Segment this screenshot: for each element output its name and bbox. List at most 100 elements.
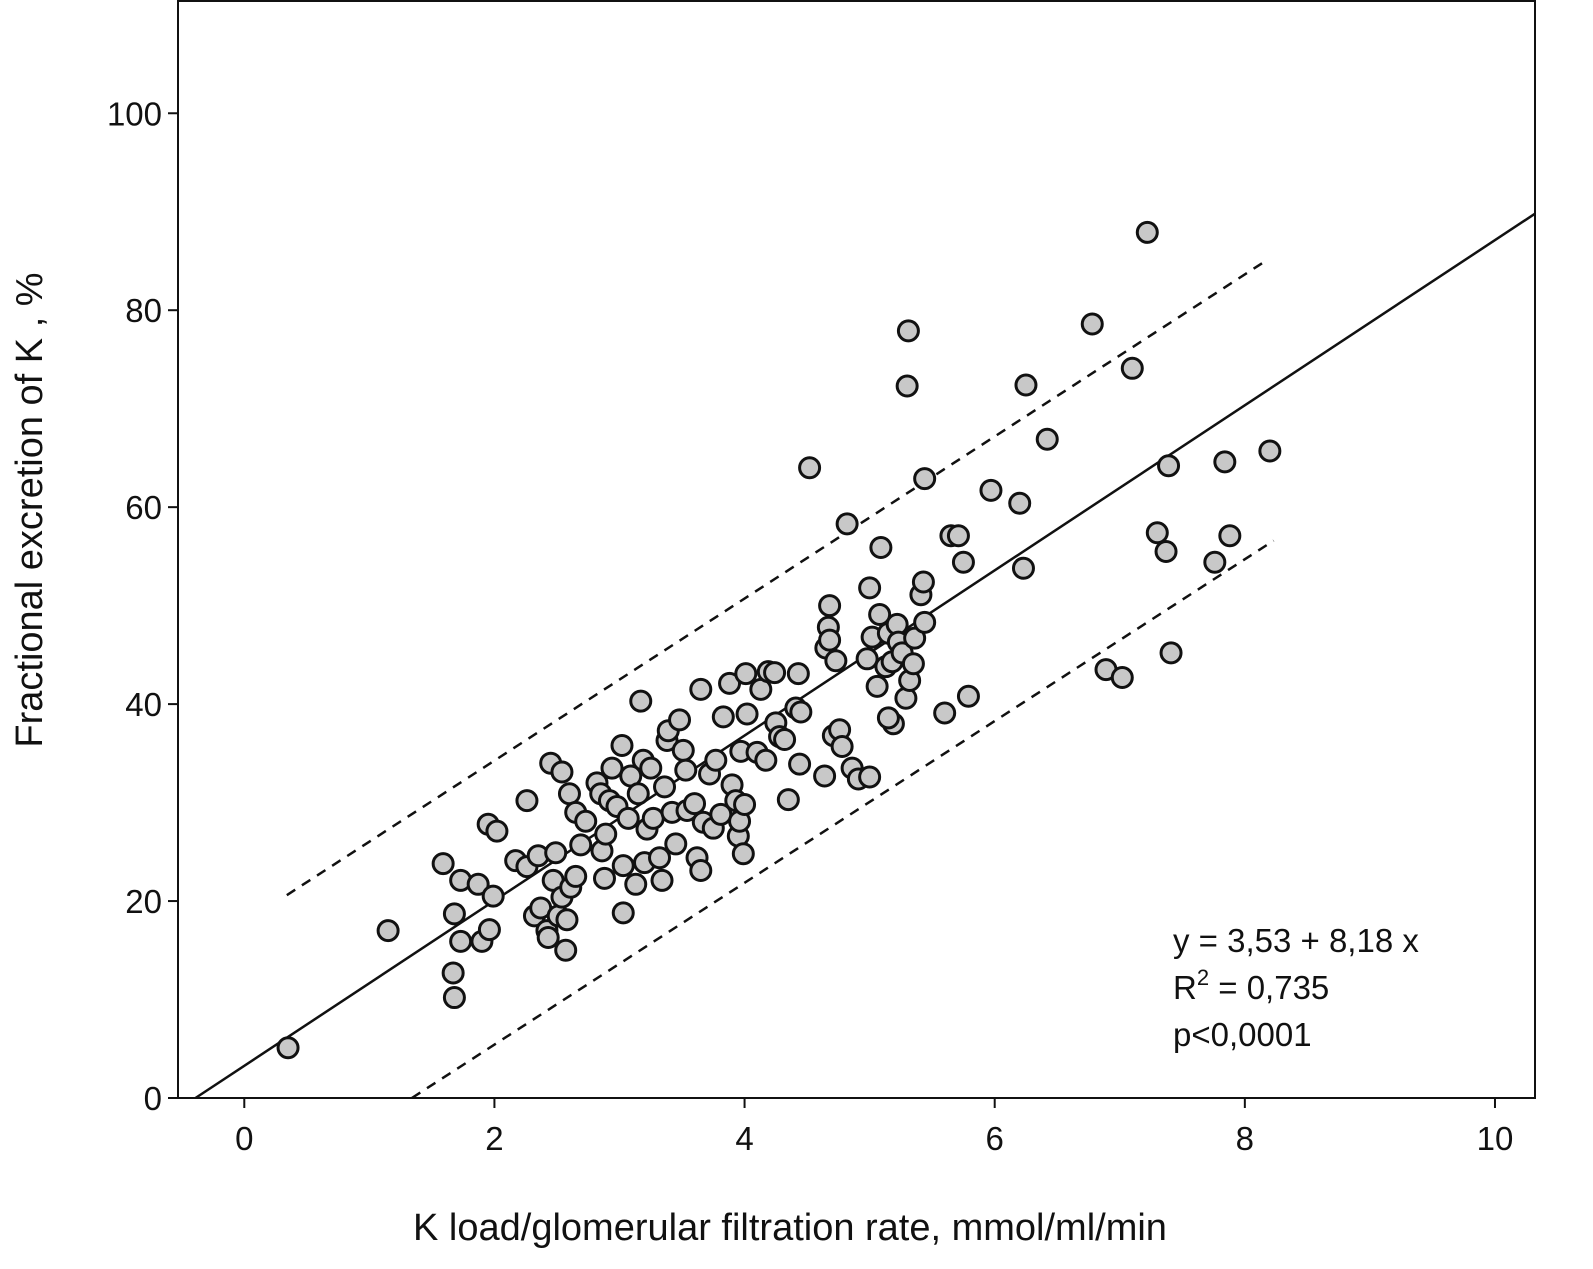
- point: [731, 842, 755, 866]
- point: [574, 809, 598, 833]
- point: [442, 986, 466, 1010]
- point: [554, 938, 578, 962]
- point: [1258, 439, 1282, 463]
- point: [1154, 539, 1178, 563]
- point: [818, 628, 842, 652]
- point: [600, 756, 624, 780]
- point: [798, 456, 822, 480]
- point: [913, 610, 937, 634]
- point: [855, 647, 879, 671]
- point: [1014, 373, 1038, 397]
- point: [650, 868, 674, 892]
- point: [550, 760, 574, 784]
- point: [376, 919, 400, 943]
- point: [913, 467, 937, 491]
- point: [754, 748, 778, 772]
- annotation: y = 3,53 + 8,18 x: [1173, 922, 1419, 959]
- point: [896, 319, 920, 343]
- point: [1159, 641, 1183, 665]
- point: [569, 833, 593, 857]
- point: [616, 806, 640, 830]
- point: [689, 859, 713, 883]
- point: [901, 652, 925, 676]
- x-tick-label: 4: [735, 1120, 753, 1157]
- point: [431, 852, 455, 876]
- point: [441, 961, 465, 985]
- point: [1203, 550, 1227, 574]
- point: [979, 478, 1003, 502]
- annotation: p<0,0001: [1173, 1016, 1312, 1053]
- x-tick-label: 0: [235, 1120, 253, 1157]
- point: [641, 806, 665, 830]
- point: [477, 918, 501, 942]
- point: [813, 764, 837, 788]
- point: [555, 908, 579, 932]
- point: [776, 788, 800, 812]
- point: [674, 758, 698, 782]
- annotation-part: = 0,735: [1209, 969, 1329, 1006]
- point: [763, 661, 787, 685]
- point: [639, 756, 663, 780]
- annotation: R2 = 0,735: [1173, 965, 1329, 1006]
- x-tick-label: 2: [485, 1120, 503, 1157]
- point: [895, 374, 919, 398]
- point: [1145, 521, 1169, 545]
- point: [1011, 556, 1035, 580]
- fit-line: [286, 257, 1270, 897]
- point: [876, 706, 900, 730]
- point: [594, 822, 618, 846]
- point: [946, 524, 970, 548]
- point: [683, 792, 707, 816]
- point: [1080, 312, 1104, 336]
- point: [664, 832, 688, 856]
- point: [903, 626, 927, 650]
- point: [485, 819, 509, 843]
- point: [1120, 356, 1144, 380]
- point: [824, 649, 848, 673]
- point: [733, 793, 757, 817]
- point: [911, 570, 935, 594]
- point: [951, 550, 975, 574]
- point: [515, 789, 539, 813]
- point: [1213, 450, 1237, 474]
- point: [788, 752, 812, 776]
- point: [481, 884, 505, 908]
- point: [718, 671, 742, 695]
- point: [592, 866, 616, 890]
- point: [536, 925, 560, 949]
- point: [858, 765, 882, 789]
- point: [1157, 454, 1181, 478]
- point: [466, 872, 490, 896]
- point: [648, 846, 672, 870]
- point: [276, 1036, 300, 1060]
- point: [704, 748, 728, 772]
- x-tick-label: 10: [1477, 1120, 1514, 1157]
- point: [869, 536, 893, 560]
- point: [735, 702, 759, 726]
- point: [786, 662, 810, 686]
- y-tick-label: 100: [107, 95, 162, 132]
- point: [557, 782, 581, 806]
- point: [1035, 427, 1059, 451]
- point: [711, 705, 735, 729]
- y-tick-label: 60: [125, 489, 162, 526]
- point: [629, 689, 653, 713]
- point: [671, 738, 695, 762]
- point: [626, 782, 650, 806]
- point: [611, 854, 635, 878]
- point: [1110, 666, 1134, 690]
- point: [564, 864, 588, 888]
- point: [689, 677, 713, 701]
- point: [734, 662, 758, 686]
- point: [1218, 524, 1242, 548]
- point: [858, 576, 882, 600]
- point: [868, 602, 892, 626]
- x-tick-label: 8: [1236, 1120, 1254, 1157]
- point: [865, 674, 889, 698]
- point: [449, 929, 473, 953]
- y-tick-label: 40: [125, 686, 162, 723]
- annotation-part: R: [1173, 969, 1197, 1006]
- y-tick-label: 20: [125, 883, 162, 920]
- point: [442, 902, 466, 926]
- x-axis-title: K load/glomerular filtration rate, mmol/…: [413, 1207, 1167, 1249]
